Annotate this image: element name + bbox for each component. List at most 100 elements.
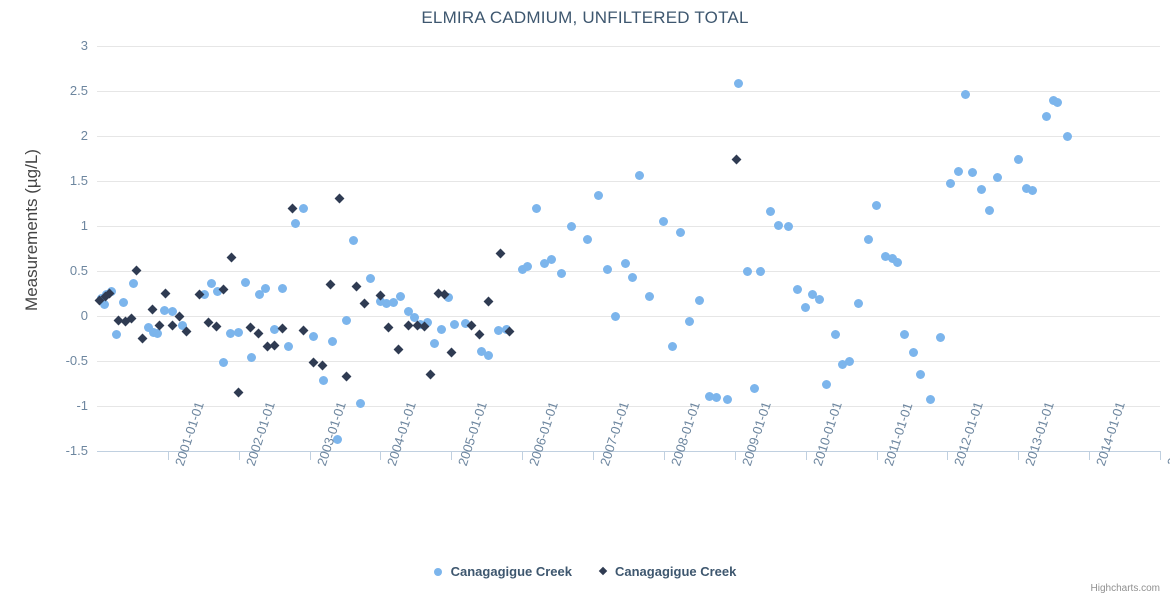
data-point[interactable] <box>915 370 925 379</box>
data-point[interactable] <box>153 328 163 338</box>
data-point[interactable] <box>450 319 460 329</box>
data-point[interactable] <box>925 395 935 405</box>
data-point[interactable] <box>815 295 825 305</box>
data-point[interactable] <box>327 336 337 346</box>
data-point[interactable] <box>298 325 309 336</box>
data-point[interactable] <box>517 264 527 274</box>
data-point[interactable] <box>246 352 256 362</box>
data-point[interactable] <box>1013 154 1023 164</box>
data-point[interactable] <box>137 333 148 344</box>
data-point[interactable] <box>129 279 139 289</box>
data-point[interactable] <box>774 220 784 230</box>
data-point[interactable] <box>667 342 677 352</box>
data-point[interactable] <box>495 248 506 258</box>
data-point[interactable] <box>900 329 910 339</box>
data-point[interactable] <box>261 283 271 293</box>
data-point[interactable] <box>801 302 811 312</box>
data-point[interactable] <box>461 318 470 328</box>
data-point[interactable] <box>241 278 251 288</box>
data-point[interactable] <box>557 269 567 279</box>
data-point[interactable] <box>808 289 818 299</box>
data-point[interactable] <box>234 327 244 337</box>
data-point[interactable] <box>147 304 158 315</box>
data-point[interactable] <box>111 329 121 339</box>
data-point[interactable] <box>225 328 235 338</box>
data-point[interactable] <box>143 323 153 333</box>
data-point[interactable] <box>381 298 391 308</box>
data-point[interactable] <box>992 172 1002 182</box>
data-point[interactable] <box>334 193 345 204</box>
data-point[interactable] <box>483 351 493 361</box>
data-point[interactable] <box>684 316 694 326</box>
data-point[interactable] <box>269 340 280 351</box>
data-point[interactable] <box>218 358 228 368</box>
data-point[interactable] <box>961 90 971 100</box>
data-point[interactable] <box>393 344 404 355</box>
data-point[interactable] <box>567 222 577 232</box>
data-point[interactable] <box>160 288 170 299</box>
data-point[interactable] <box>945 179 955 189</box>
data-point[interactable] <box>119 298 129 307</box>
data-point[interactable] <box>694 296 704 306</box>
data-point[interactable] <box>731 154 742 165</box>
data-point[interactable] <box>233 387 244 398</box>
data-point[interactable] <box>1022 183 1032 193</box>
data-point[interactable] <box>845 356 855 366</box>
legend-item-2[interactable]: Canagagigue Creek <box>598 563 736 579</box>
data-point[interactable] <box>540 259 550 269</box>
data-point[interactable] <box>359 298 370 309</box>
data-point[interactable] <box>356 398 366 408</box>
data-point[interactable] <box>863 235 873 244</box>
data-point[interactable] <box>277 323 288 334</box>
data-point[interactable] <box>409 313 419 323</box>
data-point[interactable] <box>425 369 436 380</box>
data-point[interactable] <box>523 262 533 271</box>
data-point[interactable] <box>319 376 329 386</box>
data-point[interactable] <box>299 204 309 214</box>
data-point[interactable] <box>476 346 486 356</box>
data-point[interactable] <box>177 320 187 330</box>
data-point[interactable] <box>255 289 265 299</box>
data-point[interactable] <box>226 252 237 263</box>
data-point[interactable] <box>212 287 222 297</box>
data-point[interactable] <box>985 206 995 216</box>
data-point[interactable] <box>750 384 760 394</box>
data-point[interactable] <box>765 207 775 217</box>
data-point[interactable] <box>290 218 300 228</box>
data-point[interactable] <box>422 317 432 327</box>
data-point[interactable] <box>168 307 178 316</box>
data-point[interactable] <box>676 227 686 237</box>
data-point[interactable] <box>733 79 743 89</box>
data-point[interactable] <box>822 379 832 389</box>
data-point[interactable] <box>269 325 279 334</box>
data-point[interactable] <box>872 200 882 210</box>
data-point[interactable] <box>976 184 986 194</box>
data-point[interactable] <box>349 235 359 245</box>
data-point[interactable] <box>547 254 557 264</box>
data-point[interactable] <box>853 298 863 308</box>
data-point[interactable] <box>333 434 343 444</box>
data-point[interactable] <box>443 292 453 302</box>
data-point[interactable] <box>893 257 903 267</box>
data-point[interactable] <box>366 273 376 283</box>
data-point[interactable] <box>283 342 293 352</box>
data-point[interactable] <box>531 204 541 214</box>
data-point[interactable] <box>645 291 655 301</box>
data-point[interactable] <box>838 360 848 370</box>
data-point[interactable] <box>635 171 645 181</box>
data-point[interactable] <box>611 312 621 322</box>
data-point[interactable] <box>200 289 210 299</box>
legend-item-1[interactable]: Canagagigue Creek <box>433 563 572 579</box>
data-point[interactable] <box>341 371 352 382</box>
data-point[interactable] <box>493 325 503 335</box>
data-point[interactable] <box>743 266 753 276</box>
data-point[interactable] <box>384 322 394 333</box>
data-point[interactable] <box>954 166 964 176</box>
data-point[interactable] <box>711 392 721 402</box>
data-point[interactable] <box>207 279 217 289</box>
data-point[interactable] <box>628 272 638 282</box>
data-point[interactable] <box>784 222 794 232</box>
data-point[interactable] <box>388 298 398 307</box>
data-point[interactable] <box>908 347 918 357</box>
data-point[interactable] <box>1027 185 1037 195</box>
